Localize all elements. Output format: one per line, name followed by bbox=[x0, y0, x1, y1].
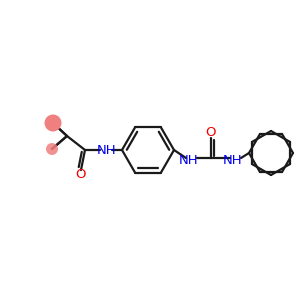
Text: NH: NH bbox=[179, 154, 199, 167]
Text: O: O bbox=[76, 169, 86, 182]
Circle shape bbox=[44, 115, 62, 131]
Text: NH: NH bbox=[97, 143, 117, 157]
Text: O: O bbox=[206, 127, 216, 140]
Circle shape bbox=[46, 143, 58, 155]
Text: NH: NH bbox=[223, 154, 243, 167]
